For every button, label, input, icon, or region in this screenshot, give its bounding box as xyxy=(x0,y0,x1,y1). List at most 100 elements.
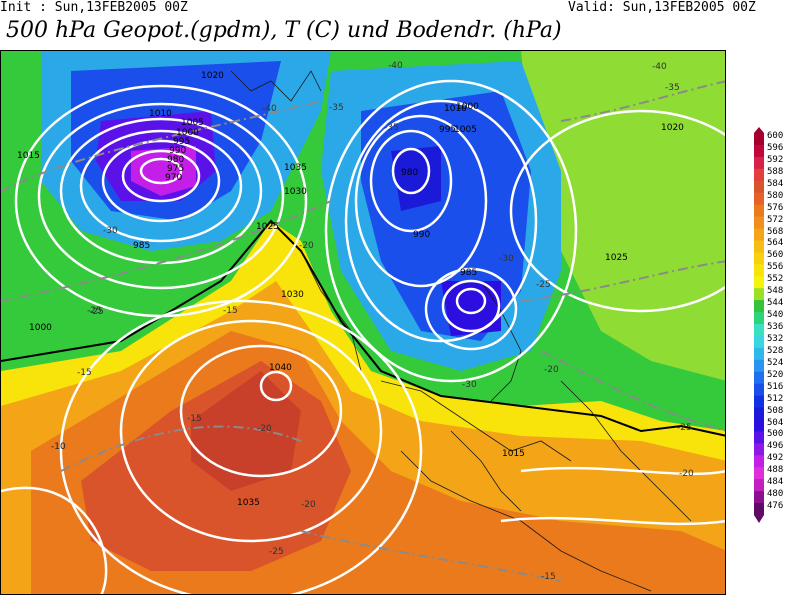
coastlines xyxy=(230,70,692,592)
legend-label: 548 xyxy=(767,286,784,297)
isobar-label: 1040 xyxy=(269,363,292,373)
legend-swatch xyxy=(754,252,764,265)
isobar-label: 1030 xyxy=(284,187,307,197)
legend-swatch xyxy=(754,240,764,253)
isobar-label: 995 xyxy=(439,125,456,135)
legend-swatch xyxy=(754,264,764,277)
legend-swatch xyxy=(754,228,764,241)
temperature-lines xyxy=(1,80,725,582)
temp-label: -25 xyxy=(89,307,104,317)
legend-bar xyxy=(754,127,764,523)
legend-swatch xyxy=(754,300,764,313)
legend-swatch xyxy=(754,407,764,420)
temp-label: -25 xyxy=(677,423,692,433)
isobar-label: 1000 xyxy=(176,128,199,138)
map-canvas: 1020 1015 1010 1005 1000 995 990 985 980… xyxy=(1,51,725,594)
temperature-labels: -40 -35 -30 -25 -20 -15 -10 -40 -35 -30 … xyxy=(51,61,694,582)
legend-label: 520 xyxy=(767,369,784,380)
legend-swatch xyxy=(754,312,764,325)
isobar-labels: 1020 1015 1010 1005 1000 995 990 985 980… xyxy=(17,71,684,508)
legend-arrow-top xyxy=(754,127,764,133)
legend-swatch xyxy=(754,168,764,182)
legend-arrow-bottom xyxy=(754,515,764,523)
legend-label: 484 xyxy=(767,477,784,488)
legend-swatch xyxy=(754,204,764,218)
legend-swatch xyxy=(754,503,764,516)
legend-swatch xyxy=(754,144,764,158)
legend-swatch xyxy=(754,156,764,170)
legend-label: 536 xyxy=(767,322,784,332)
isobar-label: 1005 xyxy=(454,125,477,135)
isobar-label: 990 xyxy=(169,146,186,156)
legend-label: 560 xyxy=(767,250,784,261)
isobar-label: 1020 xyxy=(201,71,224,81)
isobar-label: 980 xyxy=(401,168,418,178)
legend-swatch xyxy=(754,431,764,444)
isobar-label: 985 xyxy=(460,268,477,278)
temp-label: -35 xyxy=(329,103,344,113)
legend-label: 600 xyxy=(767,131,784,141)
legend-label: 512 xyxy=(767,393,784,404)
temp-label: -15 xyxy=(77,368,92,378)
temp-label: -10 xyxy=(51,442,66,452)
legend-label: 592 xyxy=(767,154,784,165)
legend-label: 480 xyxy=(767,489,784,500)
field-darkblue-low xyxy=(441,281,501,336)
temp-label: -15 xyxy=(187,414,202,424)
isobar-label: 1010 xyxy=(444,104,467,114)
isobar-label: 1035 xyxy=(237,498,260,508)
isobar-label: 1005 xyxy=(181,118,204,128)
isobar-label: 980 xyxy=(167,155,184,165)
legend-swatch xyxy=(754,180,764,194)
isobar-label: 1010 xyxy=(149,109,172,119)
legend-label: 552 xyxy=(767,274,784,285)
legend-swatch xyxy=(754,276,764,289)
legend-swatch xyxy=(754,216,764,229)
isobar-label: 995 xyxy=(173,137,190,147)
legend-swatch xyxy=(754,467,764,480)
legend-label: 596 xyxy=(767,142,784,153)
legend-label: 568 xyxy=(767,226,784,237)
legend-label: 500 xyxy=(767,429,784,440)
legend-swatch xyxy=(754,324,764,337)
temp-label: -30 xyxy=(499,254,514,264)
temp-label: -20 xyxy=(679,469,694,479)
temp-label: -35 xyxy=(665,83,680,93)
temp-label: -15 xyxy=(223,306,238,316)
legend-label: 504 xyxy=(767,417,784,428)
legend-label: 572 xyxy=(767,214,784,225)
temp-label: -15 xyxy=(541,572,556,582)
legend-label: 496 xyxy=(767,441,784,452)
legend-label: 588 xyxy=(767,166,784,177)
field-magenta-west xyxy=(131,146,196,196)
isobar-label: 1020 xyxy=(661,123,684,133)
legend-label: 492 xyxy=(767,453,784,464)
color-legend: 600 596 592 588 584 580 576 572 568 564 560 556 552 5… xyxy=(752,127,788,527)
legend-swatch xyxy=(754,443,764,456)
temp-label: -30 xyxy=(103,226,118,236)
legend-swatch xyxy=(754,359,764,373)
legend-label: 540 xyxy=(767,310,784,321)
temp-label: -20 xyxy=(299,241,314,251)
legend-label: 524 xyxy=(767,357,784,368)
legend-label: 476 xyxy=(767,501,784,512)
temp-label: -25 xyxy=(87,306,102,316)
legend-swatch xyxy=(754,347,764,361)
legend-label: 580 xyxy=(767,190,784,201)
temp-label: -20 xyxy=(301,500,316,510)
legend-swatch xyxy=(754,491,764,504)
legend-label: 488 xyxy=(767,465,784,476)
isobar-label: 1000 xyxy=(29,323,52,333)
temp-label: -10 xyxy=(51,442,66,452)
isobar-label: 1035 xyxy=(284,163,307,173)
isobar-label: 985 xyxy=(133,241,150,251)
legend-swatch xyxy=(754,395,764,409)
legend-swatch xyxy=(754,371,764,385)
legend-swatch xyxy=(754,455,764,468)
field-lightgreen xyxy=(521,51,725,381)
weather-map: 1020 1015 1010 1005 1000 995 990 985 980… xyxy=(0,50,726,595)
boundary-552 xyxy=(1,219,725,437)
isobar-label: 1025 xyxy=(256,222,279,232)
temp-label: -40 xyxy=(388,61,403,71)
temp-label: -25 xyxy=(269,547,284,557)
